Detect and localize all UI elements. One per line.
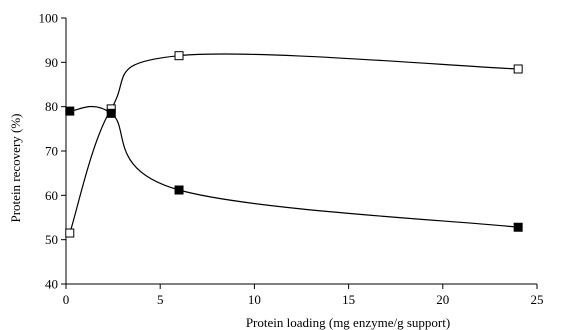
y-tick-label-4: 80	[45, 99, 58, 114]
series-1-point-2	[174, 185, 184, 195]
series-1-point-1	[106, 108, 116, 118]
axes	[65, 18, 537, 285]
x-ticks: 0 5 10 15 20 25	[63, 284, 544, 307]
y-axis-title: Protein recovery (%)	[8, 113, 23, 222]
series-0-point-2	[174, 51, 184, 61]
series-1-line	[69, 105, 519, 228]
y-tick-label-3: 70	[45, 144, 58, 159]
x-tick-label-0: 0	[63, 292, 70, 307]
x-tick-label-3: 15	[342, 292, 355, 307]
series-1-point-0	[65, 106, 75, 116]
series-0-line	[69, 53, 519, 234]
x-tick-label-5: 25	[531, 292, 544, 307]
x-axis-title: Protein loading (mg enzyme/g support)	[246, 315, 450, 330]
y-ticks: 40 50 60 70 80 90 100	[39, 11, 66, 292]
y-tick-label-2: 60	[45, 188, 58, 203]
x-tick-label-2: 10	[248, 292, 261, 307]
y-tick-label-0: 40	[45, 277, 58, 292]
x-tick-label-4: 20	[436, 292, 449, 307]
series-1-point-3	[513, 222, 523, 232]
series-0-point-3	[513, 64, 523, 74]
series-0-point-0	[65, 228, 75, 238]
y-tick-label-6: 100	[39, 11, 59, 26]
y-tick-label-5: 90	[45, 55, 58, 70]
y-tick-label-1: 50	[45, 232, 58, 247]
series-layer	[65, 51, 523, 238]
x-tick-label-1: 5	[157, 292, 164, 307]
